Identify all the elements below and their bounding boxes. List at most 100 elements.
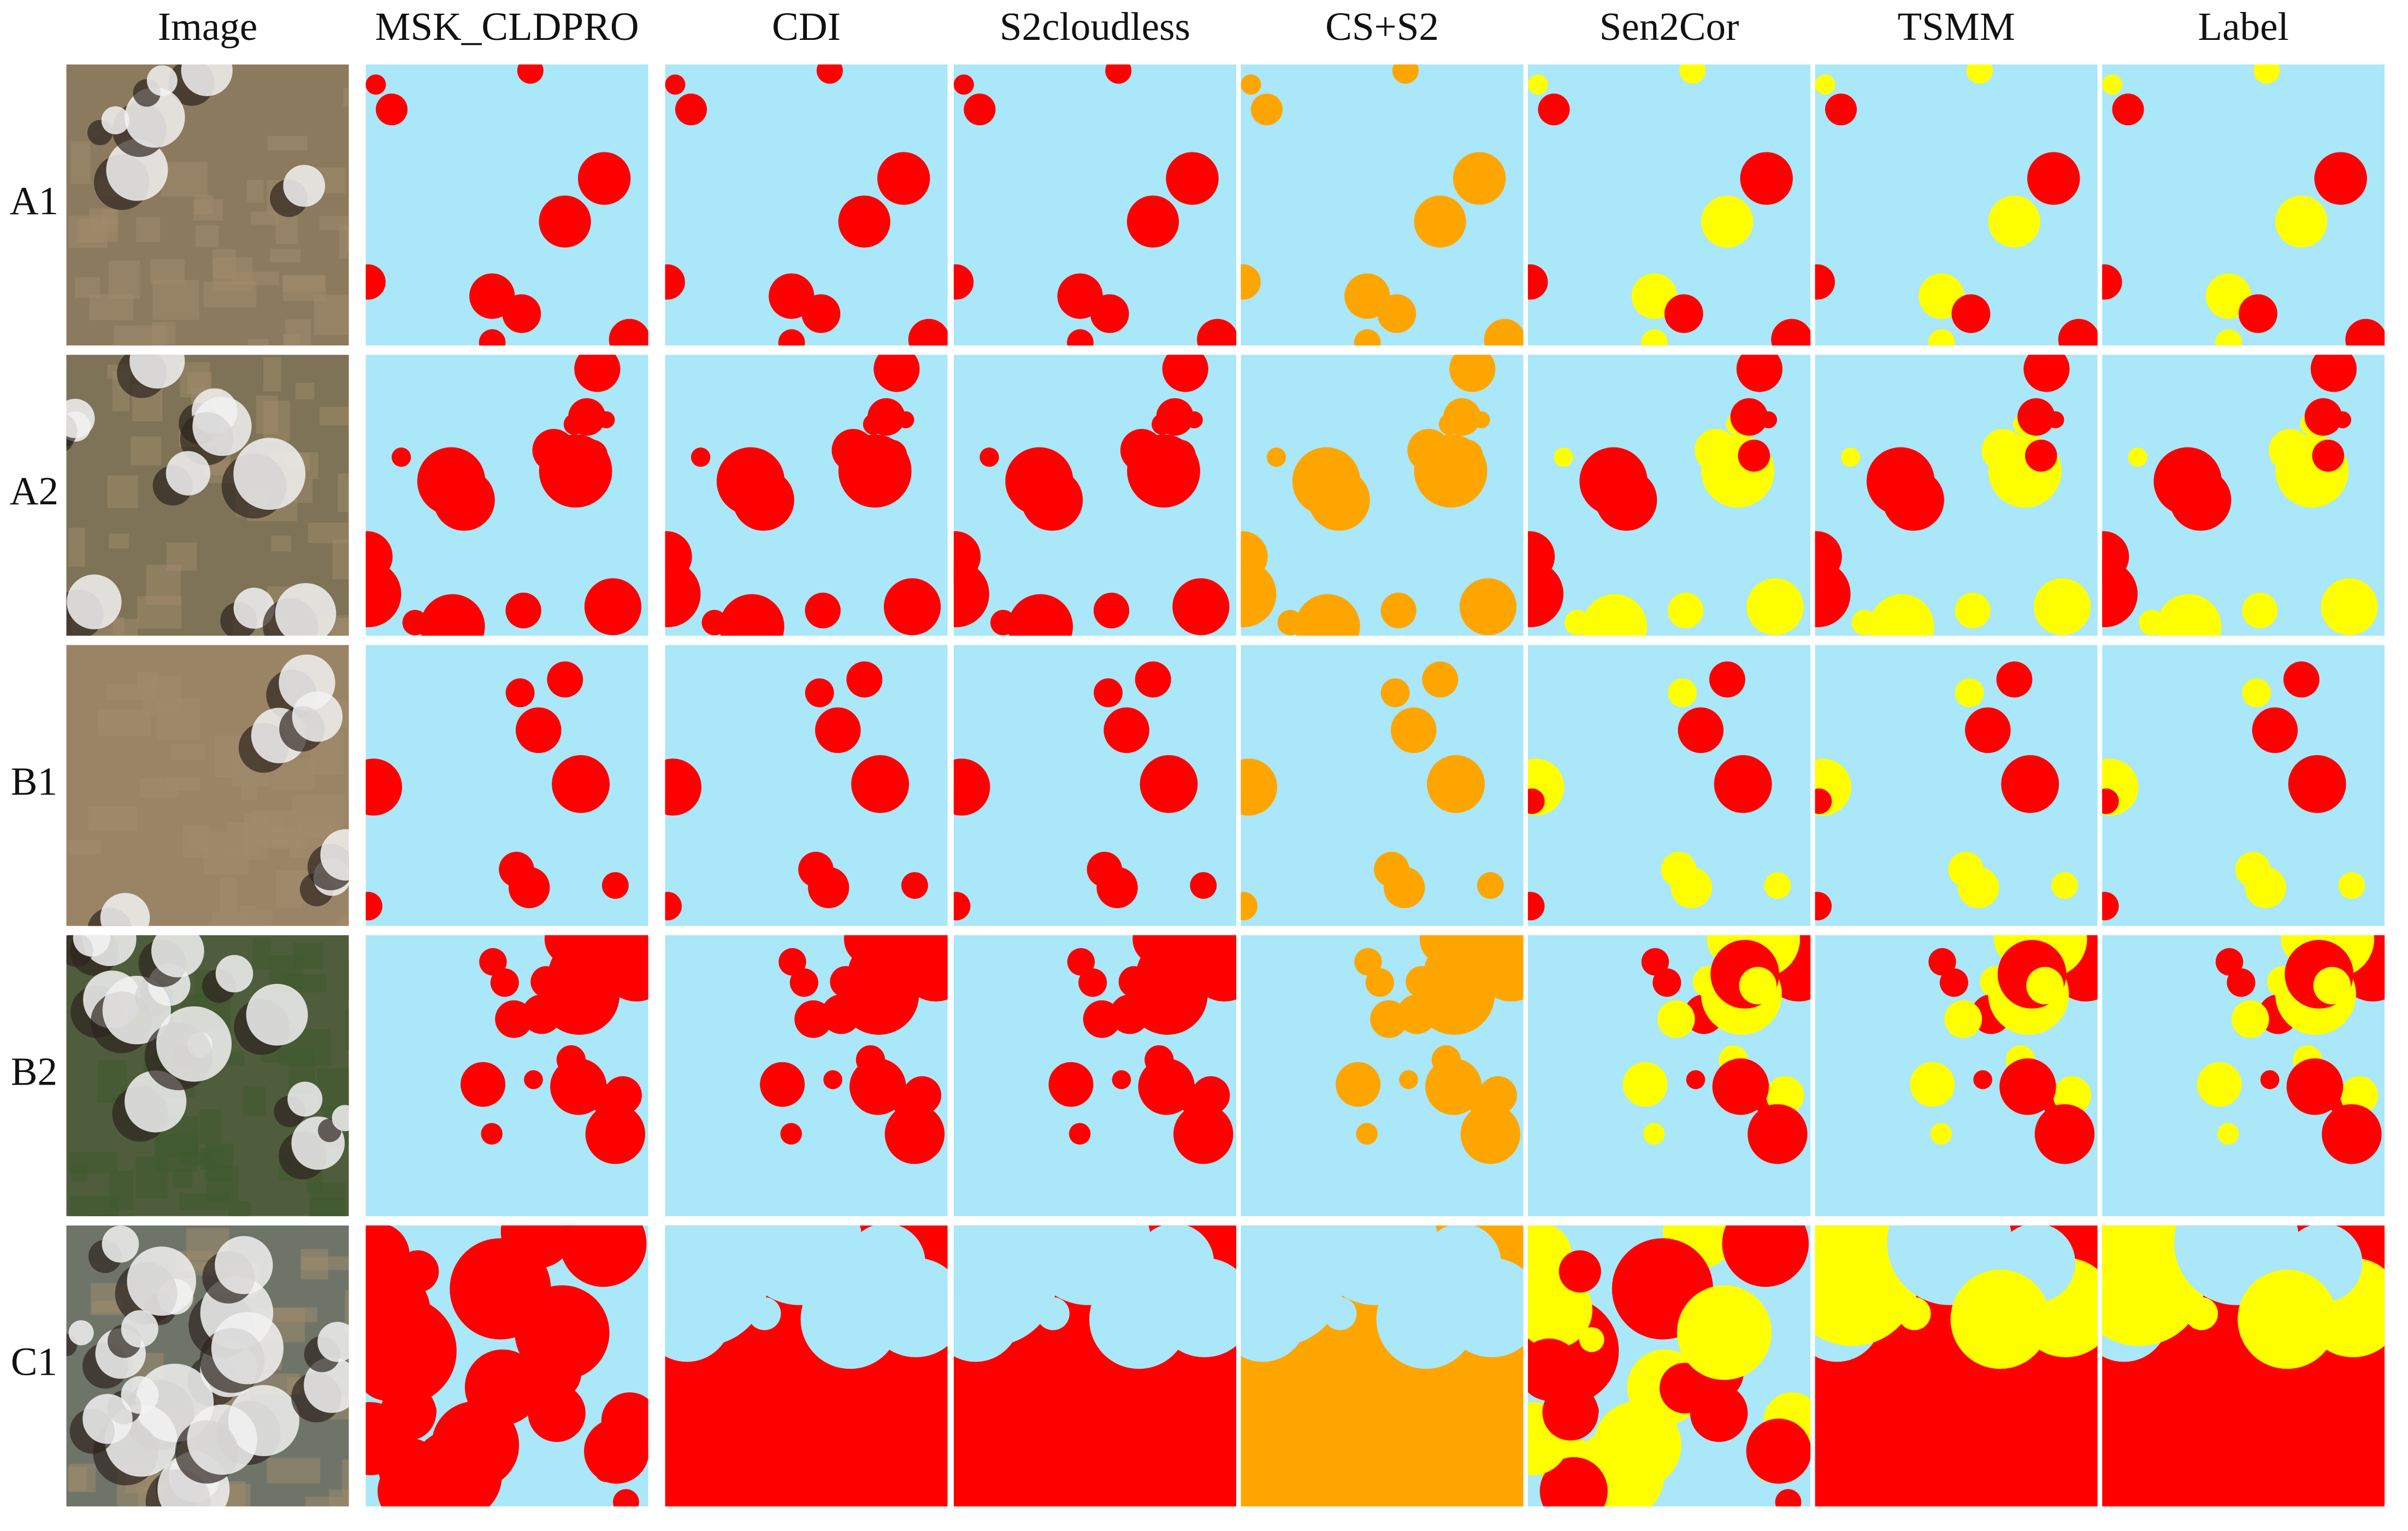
field xyxy=(109,533,129,549)
mask-blob xyxy=(417,1327,442,1352)
field xyxy=(199,1109,221,1144)
mask-blob xyxy=(1738,439,1770,472)
mask-blob xyxy=(1425,1058,1482,1115)
mask-blob xyxy=(1383,867,1425,909)
mask-blob xyxy=(1966,64,1993,84)
mask-blob xyxy=(1930,1123,1952,1145)
clear-patch xyxy=(800,1269,900,1369)
cell-content xyxy=(365,64,648,346)
cloud-mask xyxy=(365,355,648,636)
cloud xyxy=(121,1310,158,1348)
mask-blob xyxy=(615,1395,644,1425)
mask-blob xyxy=(953,531,981,582)
mask-blob xyxy=(665,74,686,95)
mask-blob xyxy=(1701,195,1754,248)
mask-blob xyxy=(794,1000,833,1038)
mask-blob xyxy=(1449,355,1496,392)
mask-blob xyxy=(1777,1395,1806,1425)
mask-blob xyxy=(2026,967,2064,1005)
mask-blob xyxy=(577,967,615,1005)
mask-blob xyxy=(805,592,841,628)
row-label: A2 xyxy=(10,469,58,513)
cell-content xyxy=(953,645,1237,926)
mask-blob xyxy=(2023,355,2070,392)
mask-blob xyxy=(2197,1062,2242,1107)
mask-blob xyxy=(1126,195,1179,248)
mask-blob xyxy=(1380,592,1417,628)
mask-blob xyxy=(365,892,382,921)
cell-content xyxy=(953,64,1237,346)
cloud-mask xyxy=(2102,64,2385,346)
mask-blob xyxy=(1593,1401,1681,1489)
cell-content xyxy=(66,1225,349,1507)
field xyxy=(166,542,197,571)
cloud-mask xyxy=(1241,645,1524,926)
mask-blob xyxy=(1453,152,1506,205)
field xyxy=(342,1459,349,1497)
mask-blob xyxy=(1730,398,1768,436)
mask-blob xyxy=(1090,294,1129,333)
field xyxy=(343,88,349,107)
cloud xyxy=(181,64,233,96)
mask-blob xyxy=(386,1289,429,1334)
field xyxy=(314,295,349,335)
cloud-mask xyxy=(1241,1225,1524,1507)
cloud-mask xyxy=(2102,935,2385,1216)
mask-blob xyxy=(816,64,843,84)
mask-blob xyxy=(1739,967,1777,1005)
field xyxy=(89,294,134,320)
mask-blob xyxy=(1565,610,1590,635)
field xyxy=(346,229,349,251)
cell-content xyxy=(66,645,349,926)
mask-blob xyxy=(1851,610,1878,635)
mask-blob xyxy=(1103,707,1149,753)
mask-blob xyxy=(2260,1070,2280,1090)
mask-blob xyxy=(1690,1335,1731,1375)
mask-blob xyxy=(808,867,849,909)
clear-patch xyxy=(2238,1269,2337,1369)
mask-blob xyxy=(838,195,890,248)
cell-content xyxy=(365,355,648,636)
mask-blob xyxy=(1996,661,2033,698)
cloud xyxy=(287,1081,323,1117)
field xyxy=(172,1169,193,1188)
mask-blob xyxy=(505,678,535,708)
mask-blob xyxy=(479,948,507,976)
field xyxy=(155,1135,198,1171)
mask-blob xyxy=(1582,594,1648,636)
cell-content xyxy=(953,1225,1237,1507)
mask-blob xyxy=(2231,1000,2269,1038)
mask-blob xyxy=(876,967,914,1005)
mask-blob xyxy=(1559,1250,1601,1293)
cell-content xyxy=(2102,935,2385,1216)
mask-blob xyxy=(1869,594,1934,636)
mask-blob xyxy=(1484,319,1524,346)
mask-blob xyxy=(365,1338,418,1401)
mask-blob xyxy=(1840,447,1861,467)
mask-blob xyxy=(1354,948,1382,976)
mask-blob xyxy=(1094,678,1123,708)
field xyxy=(231,272,280,286)
field xyxy=(240,905,257,926)
cloud xyxy=(187,1404,258,1475)
cloud-mask xyxy=(1815,935,2098,1216)
column-header: TSMM xyxy=(1898,4,2015,49)
field xyxy=(170,744,205,761)
field xyxy=(347,961,349,1000)
mask-blob xyxy=(613,1489,639,1507)
column-header: MSK_CLDPRO xyxy=(375,4,639,49)
mask-blob xyxy=(778,948,806,976)
cell-content xyxy=(66,64,349,346)
mask-blob xyxy=(1538,93,1570,126)
field xyxy=(136,217,161,243)
mask-blob xyxy=(953,74,974,95)
mask-blob xyxy=(1882,469,1944,531)
mask-blob xyxy=(1443,398,1481,436)
mask-blob xyxy=(1928,329,1955,346)
mask-blob xyxy=(402,610,428,635)
cloud xyxy=(100,893,150,926)
cloud xyxy=(121,1376,159,1414)
mask-blob xyxy=(1173,1104,1233,1164)
mask-blob xyxy=(365,531,393,582)
